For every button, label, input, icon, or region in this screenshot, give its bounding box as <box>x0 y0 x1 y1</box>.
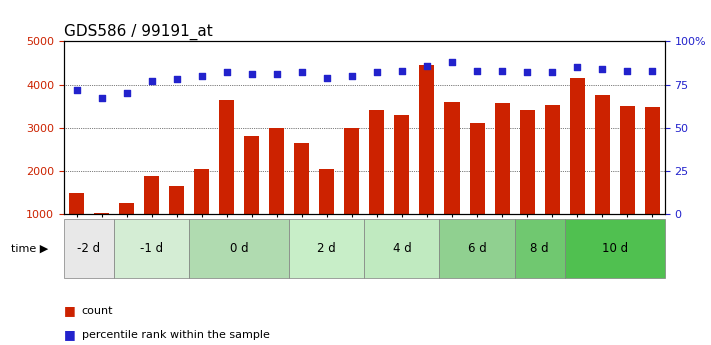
Bar <box>319 169 334 214</box>
Bar <box>64 219 114 278</box>
Bar <box>169 186 184 214</box>
Bar <box>565 219 665 278</box>
Point <box>396 68 407 73</box>
Bar <box>444 102 459 214</box>
Bar <box>219 100 234 214</box>
Bar <box>570 78 584 214</box>
Bar <box>545 105 560 214</box>
Bar <box>395 115 410 214</box>
Point <box>371 70 383 75</box>
Text: -1 d: -1 d <box>140 242 163 255</box>
Point <box>447 59 458 65</box>
Bar <box>520 109 535 214</box>
Point <box>196 73 208 79</box>
Text: 0 d: 0 d <box>230 242 249 255</box>
Bar <box>245 136 260 214</box>
Point <box>646 68 658 73</box>
Point <box>121 90 132 96</box>
Point <box>572 65 583 70</box>
Bar <box>194 169 209 214</box>
Point <box>422 63 433 68</box>
Bar <box>419 65 434 214</box>
Bar <box>495 104 510 214</box>
Text: 2 d: 2 d <box>318 242 336 255</box>
Bar <box>365 219 439 278</box>
Bar <box>144 176 159 214</box>
Text: GDS586 / 99191_at: GDS586 / 99191_at <box>64 24 213 40</box>
Bar <box>645 107 660 214</box>
Point <box>96 96 107 101</box>
Text: time ▶: time ▶ <box>11 244 48 253</box>
Point <box>146 78 157 84</box>
Text: 4 d: 4 d <box>392 242 411 255</box>
Point <box>521 70 533 75</box>
Bar <box>269 128 284 214</box>
Bar <box>469 123 485 214</box>
Point <box>321 75 333 80</box>
Bar <box>620 106 635 214</box>
Bar <box>69 193 84 214</box>
Bar <box>294 143 309 214</box>
Point <box>346 73 358 79</box>
Text: -2 d: -2 d <box>77 242 100 255</box>
Bar <box>94 213 109 214</box>
Point <box>471 68 483 73</box>
Bar <box>439 219 515 278</box>
Point <box>271 71 282 77</box>
Point <box>621 68 633 73</box>
Bar <box>515 219 565 278</box>
Bar <box>119 203 134 214</box>
Bar <box>114 219 189 278</box>
Bar <box>289 219 365 278</box>
Point <box>221 70 232 75</box>
Point <box>597 66 608 72</box>
Point <box>171 77 182 82</box>
Bar <box>344 128 359 214</box>
Text: 6 d: 6 d <box>468 242 486 255</box>
Text: percentile rank within the sample: percentile rank within the sample <box>82 330 269 339</box>
Text: ■: ■ <box>64 304 76 317</box>
Bar <box>594 95 610 214</box>
Bar <box>189 219 289 278</box>
Point <box>246 71 257 77</box>
Point <box>496 68 508 73</box>
Text: 8 d: 8 d <box>530 242 549 255</box>
Text: 10 d: 10 d <box>602 242 628 255</box>
Point <box>71 87 82 92</box>
Point <box>547 70 558 75</box>
Text: count: count <box>82 306 113 315</box>
Bar <box>370 110 385 214</box>
Text: ■: ■ <box>64 328 76 341</box>
Point <box>296 70 307 75</box>
